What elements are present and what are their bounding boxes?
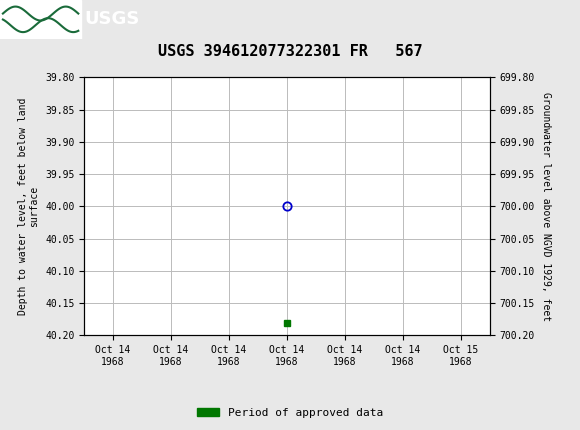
Text: USGS 394612077322301 FR   567: USGS 394612077322301 FR 567 [158, 44, 422, 59]
Bar [0, 0, 81, 39]
Y-axis label: Groundwater level above NGVD 1929, feet: Groundwater level above NGVD 1929, feet [541, 92, 550, 321]
Text: USGS: USGS [84, 10, 139, 28]
Y-axis label: Depth to water level, feet below land
surface: Depth to water level, feet below land su… [18, 98, 39, 315]
Legend: Period of approved data: Period of approved data [193, 403, 387, 422]
